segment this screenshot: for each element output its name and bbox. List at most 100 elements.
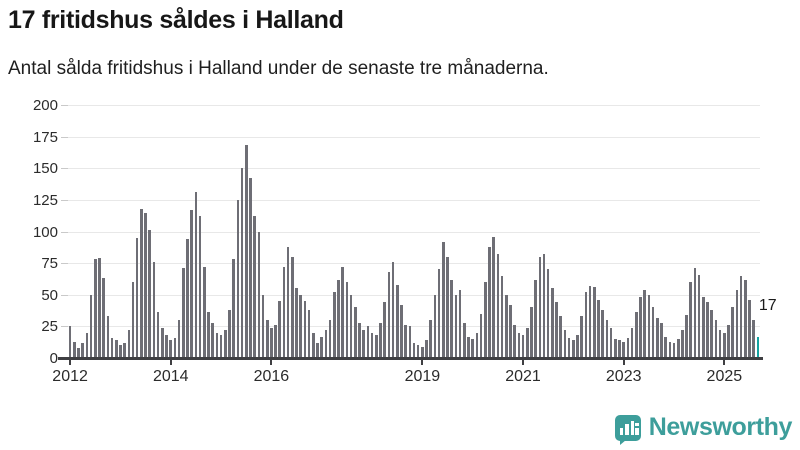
bar[interactable] — [488, 246, 491, 358]
bar[interactable] — [408, 326, 412, 358]
bar[interactable] — [211, 322, 214, 358]
bar[interactable] — [739, 275, 743, 358]
bar[interactable] — [98, 258, 101, 358]
bar[interactable] — [475, 332, 479, 358]
bar[interactable] — [194, 192, 198, 358]
bar[interactable] — [387, 271, 391, 358]
bar[interactable] — [169, 340, 173, 358]
bar[interactable] — [135, 237, 139, 358]
bar[interactable] — [630, 327, 634, 358]
bar[interactable] — [295, 288, 298, 358]
bar[interactable] — [538, 256, 542, 358]
bar[interactable] — [542, 254, 546, 358]
bar[interactable] — [123, 342, 126, 358]
bar[interactable] — [349, 294, 353, 358]
bar[interactable] — [622, 341, 625, 358]
bar[interactable] — [110, 337, 114, 358]
bar[interactable] — [614, 339, 617, 358]
bar[interactable] — [177, 320, 181, 358]
bar[interactable] — [723, 332, 726, 358]
bar[interactable] — [706, 302, 709, 358]
bar[interactable] — [525, 327, 529, 358]
bar[interactable] — [102, 278, 105, 358]
bar[interactable] — [693, 268, 697, 358]
bar[interactable] — [186, 239, 189, 358]
bar[interactable] — [291, 256, 294, 358]
bar[interactable] — [655, 317, 659, 358]
bar[interactable] — [626, 337, 630, 358]
bar[interactable] — [249, 178, 252, 358]
bar[interactable] — [68, 326, 72, 358]
bar[interactable] — [278, 301, 282, 358]
bar[interactable] — [81, 342, 84, 358]
bar[interactable] — [219, 335, 223, 358]
bar[interactable] — [450, 279, 454, 358]
bar[interactable] — [601, 309, 605, 358]
bar[interactable] — [333, 292, 336, 358]
bar[interactable] — [555, 302, 558, 358]
bar[interactable] — [362, 330, 365, 358]
bar[interactable] — [446, 256, 449, 358]
bar[interactable] — [425, 340, 428, 358]
bar[interactable] — [429, 320, 433, 358]
bar[interactable] — [500, 275, 504, 358]
bar[interactable] — [509, 304, 512, 358]
bar[interactable] — [366, 326, 370, 358]
bar[interactable] — [85, 332, 89, 358]
bar[interactable] — [156, 312, 160, 358]
bar[interactable] — [731, 307, 735, 358]
bar[interactable] — [471, 339, 474, 358]
bar[interactable] — [265, 320, 269, 358]
bar[interactable] — [144, 212, 147, 358]
bar[interactable] — [546, 269, 550, 358]
bar[interactable] — [320, 336, 324, 358]
bar[interactable] — [244, 145, 248, 358]
bar[interactable] — [236, 199, 240, 358]
bar[interactable] — [681, 330, 684, 358]
bar[interactable] — [148, 230, 152, 358]
bar[interactable] — [240, 168, 244, 358]
bar[interactable] — [72, 341, 76, 358]
bar[interactable] — [609, 327, 613, 358]
bar[interactable] — [643, 289, 646, 358]
bar[interactable] — [588, 285, 592, 358]
bar[interactable] — [504, 294, 508, 358]
bar[interactable] — [647, 294, 651, 358]
bar[interactable] — [374, 335, 378, 358]
bar[interactable] — [521, 335, 525, 358]
bar[interactable] — [207, 312, 210, 358]
bar[interactable] — [605, 320, 609, 358]
bar[interactable] — [190, 210, 193, 358]
bar[interactable] — [454, 294, 458, 358]
bar[interactable] — [161, 327, 164, 358]
bar[interactable] — [517, 332, 521, 358]
bar[interactable] — [689, 282, 693, 358]
bar[interactable] — [215, 332, 219, 358]
bar[interactable] — [710, 309, 714, 358]
bar[interactable] — [492, 236, 495, 358]
bar[interactable] — [165, 335, 168, 358]
bar[interactable] — [307, 309, 311, 358]
bar[interactable] — [567, 337, 571, 358]
bar[interactable] — [748, 299, 751, 358]
bar[interactable] — [282, 266, 286, 358]
bar[interactable] — [379, 322, 382, 358]
bar[interactable] — [404, 325, 407, 358]
bar[interactable] — [198, 216, 202, 358]
bar[interactable] — [685, 315, 688, 358]
bar[interactable] — [593, 287, 596, 358]
bar[interactable] — [421, 346, 424, 358]
bar[interactable] — [328, 320, 332, 358]
bar[interactable] — [576, 335, 579, 358]
bar[interactable] — [257, 231, 261, 358]
bar[interactable] — [664, 336, 667, 358]
bar[interactable] — [697, 274, 701, 358]
bar[interactable] — [618, 340, 621, 358]
bar[interactable] — [383, 302, 386, 358]
bar[interactable] — [232, 259, 235, 358]
bar[interactable] — [152, 261, 156, 358]
bar[interactable] — [416, 345, 420, 358]
bar[interactable] — [324, 330, 328, 358]
bar[interactable] — [140, 208, 143, 358]
bar[interactable] — [442, 241, 445, 358]
